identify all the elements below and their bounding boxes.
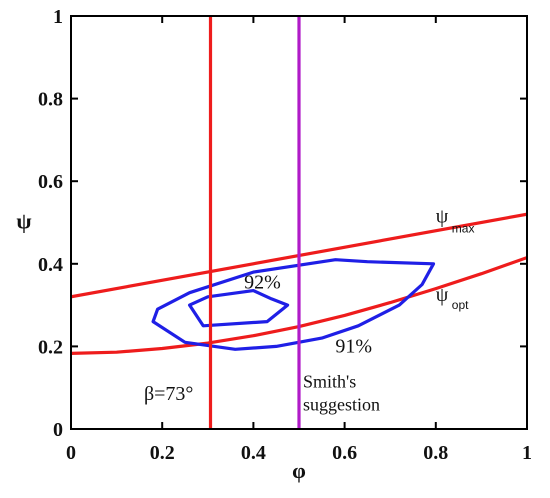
annotation-psi-opt: ψ (436, 284, 449, 306)
y-tick-label: 0.8 (38, 89, 63, 111)
tick-label-layer: 0 0.2 0.4 0.6 0.8 1 0 0.2 0.4 0.6 0.8 1 (38, 6, 532, 464)
plot-frame (70, 15, 528, 430)
x-axis-label: φ (292, 458, 306, 483)
series-layer (71, 16, 527, 429)
annotation-smith-line2: suggestion (303, 394, 380, 414)
annotation-contour-92: 92% (244, 272, 281, 294)
x-tick-label: 0.6 (332, 442, 357, 464)
y-tick-label: 0.2 (38, 336, 63, 358)
annotation-contour-91: 91% (335, 336, 372, 358)
x-tick-label: 1 (522, 442, 532, 464)
x-tick-label: 0.2 (150, 442, 175, 464)
tick-layer (70, 15, 528, 430)
x-tick-label: 0 (66, 442, 76, 464)
annotation-beta: β=73° (144, 383, 193, 405)
annotation-psi-max: ψ (436, 206, 449, 228)
y-tick-label: 0 (53, 419, 63, 441)
y-tick-label: 0.6 (38, 171, 63, 193)
x-tick-label: 0.8 (423, 442, 448, 464)
y-tick-label: 0.4 (38, 254, 63, 276)
y-tick-label: 1 (53, 6, 63, 28)
annotation-smith-line1: Smith's (303, 372, 356, 392)
series-contour-92 (188, 289, 290, 328)
annotation-psi-max-sub: max (452, 222, 475, 236)
x-tick-label: 0.4 (241, 442, 266, 464)
annotation-psi-opt-sub: opt (452, 298, 469, 312)
y-axis-label: ψ (16, 209, 31, 234)
